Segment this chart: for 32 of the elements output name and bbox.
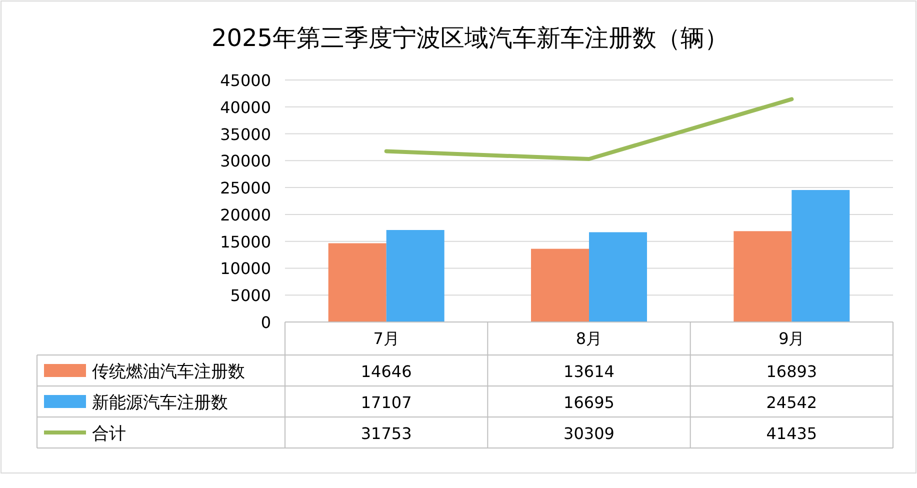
data-label: 16893 — [766, 362, 818, 381]
y-tick-label: 35000 — [220, 124, 271, 144]
y-tick-label: 30000 — [220, 152, 271, 171]
data-label: 30309 — [564, 424, 614, 443]
data-label: 16695 — [564, 393, 614, 412]
bar — [328, 243, 386, 322]
y-tick-label: 40000 — [220, 98, 271, 117]
y-tick-label: 10000 — [220, 259, 271, 278]
x-tick-label: 7月 — [373, 329, 400, 348]
bar — [589, 232, 647, 322]
y-tick-label: 0 — [260, 313, 271, 332]
bar — [531, 248, 589, 322]
data-label: 14646 — [360, 362, 412, 381]
data-label: 17107 — [360, 393, 412, 412]
y-tick-label: 25000 — [220, 178, 271, 198]
x-tick-label: 8月 — [576, 329, 602, 348]
bar — [792, 190, 850, 322]
data-label: 13614 — [564, 362, 614, 381]
y-tick-label: 45000 — [220, 71, 271, 90]
y-tick-label: 20000 — [220, 205, 271, 224]
chart-title: 2025年第三季度宁波区域汽车新车注册数（辆） — [211, 24, 729, 52]
legend-label: 新能源汽车注册数 — [92, 393, 228, 413]
bar — [734, 231, 792, 322]
data-label: 31753 — [360, 424, 412, 443]
y-tick-label: 15000 — [220, 232, 271, 252]
legend-label: 合计 — [92, 424, 126, 444]
x-tick-label: 9月 — [778, 329, 805, 348]
bar — [386, 230, 444, 322]
legend-label: 传统燃油汽车注册数 — [92, 362, 245, 382]
data-label: 41435 — [766, 424, 818, 443]
data-label: 24542 — [766, 393, 818, 412]
y-tick-label: 5000 — [230, 286, 271, 306]
